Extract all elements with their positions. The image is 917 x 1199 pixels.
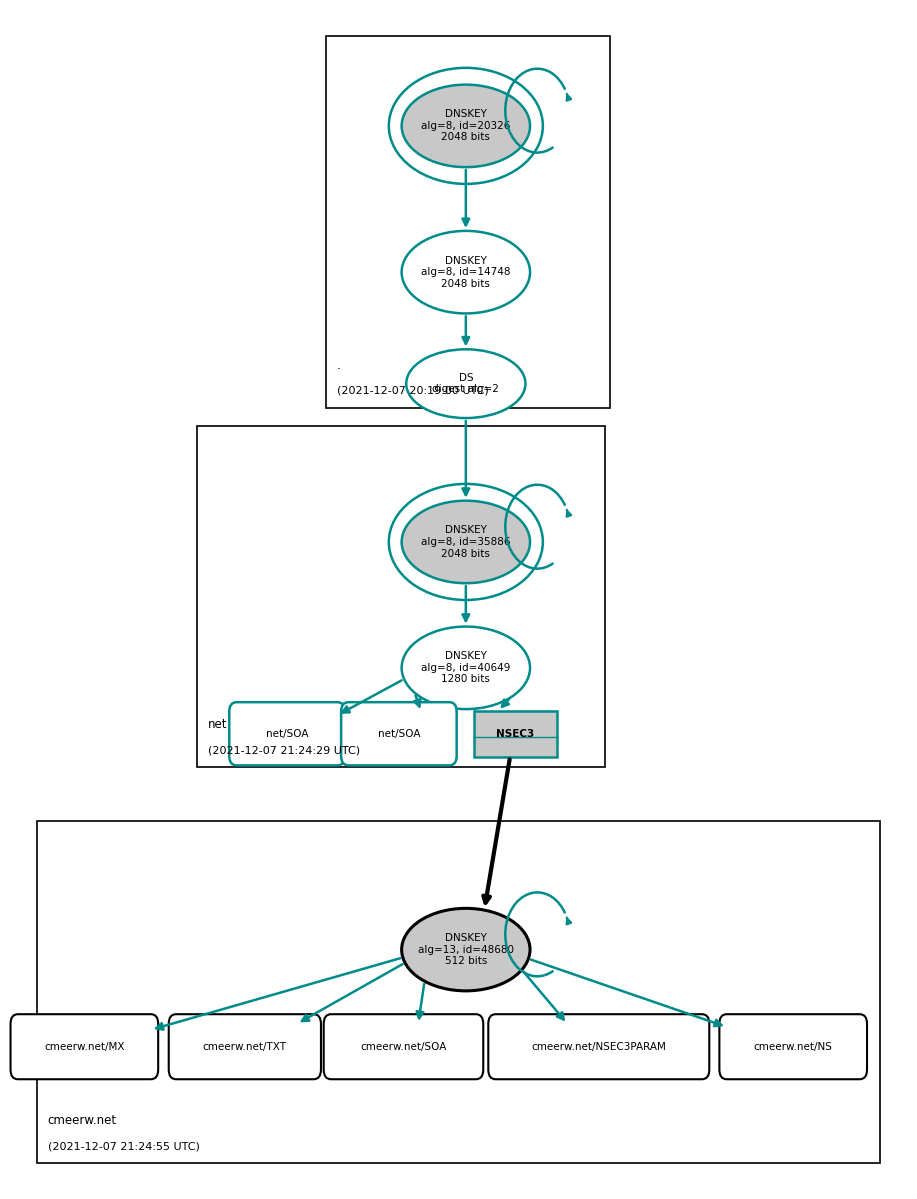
Text: net/SOA: net/SOA — [378, 729, 420, 739]
Ellipse shape — [402, 627, 530, 709]
Bar — [37, 821, 880, 1163]
FancyBboxPatch shape — [229, 703, 345, 765]
Text: cmeerw.net/NS: cmeerw.net/NS — [754, 1042, 833, 1052]
Text: cmeerw.net/TXT: cmeerw.net/TXT — [203, 1042, 287, 1052]
Bar — [474, 711, 557, 757]
Text: DNSKEY
alg=8, id=35886
2048 bits: DNSKEY alg=8, id=35886 2048 bits — [421, 525, 511, 559]
FancyBboxPatch shape — [11, 1014, 158, 1079]
FancyBboxPatch shape — [719, 1014, 867, 1079]
Text: NSEC3: NSEC3 — [496, 729, 535, 739]
Text: cmeerw.net/SOA: cmeerw.net/SOA — [360, 1042, 447, 1052]
Text: .: . — [337, 359, 340, 372]
Text: (2021-12-07 20:19:00 UTC): (2021-12-07 20:19:00 UTC) — [337, 386, 488, 396]
Text: cmeerw.net: cmeerw.net — [48, 1114, 116, 1127]
FancyBboxPatch shape — [488, 1014, 710, 1079]
Text: DNSKEY
alg=8, id=20326
2048 bits: DNSKEY alg=8, id=20326 2048 bits — [421, 109, 511, 143]
Ellipse shape — [402, 85, 530, 167]
Text: DNSKEY
alg=8, id=14748
2048 bits: DNSKEY alg=8, id=14748 2048 bits — [421, 255, 511, 289]
Text: (2021-12-07 21:24:29 UTC): (2021-12-07 21:24:29 UTC) — [208, 746, 360, 755]
Bar — [197, 426, 605, 767]
Text: cmeerw.net/NSEC3PARAM: cmeerw.net/NSEC3PARAM — [531, 1042, 667, 1052]
Ellipse shape — [389, 484, 543, 600]
Text: net/SOA: net/SOA — [266, 729, 308, 739]
FancyBboxPatch shape — [324, 1014, 483, 1079]
Text: DNSKEY
alg=13, id=48680
512 bits: DNSKEY alg=13, id=48680 512 bits — [418, 933, 514, 966]
Ellipse shape — [402, 909, 530, 990]
Text: net: net — [208, 718, 227, 731]
Text: DS
digest alg=2: DS digest alg=2 — [433, 373, 499, 394]
Text: cmeerw.net/MX: cmeerw.net/MX — [44, 1042, 125, 1052]
Ellipse shape — [406, 349, 525, 418]
Bar — [326, 36, 610, 408]
FancyBboxPatch shape — [341, 703, 457, 765]
Text: (2021-12-07 21:24:55 UTC): (2021-12-07 21:24:55 UTC) — [48, 1141, 200, 1151]
Ellipse shape — [402, 231, 530, 313]
FancyBboxPatch shape — [169, 1014, 321, 1079]
Ellipse shape — [389, 68, 543, 183]
Ellipse shape — [402, 501, 530, 583]
Text: DNSKEY
alg=8, id=40649
1280 bits: DNSKEY alg=8, id=40649 1280 bits — [421, 651, 511, 685]
